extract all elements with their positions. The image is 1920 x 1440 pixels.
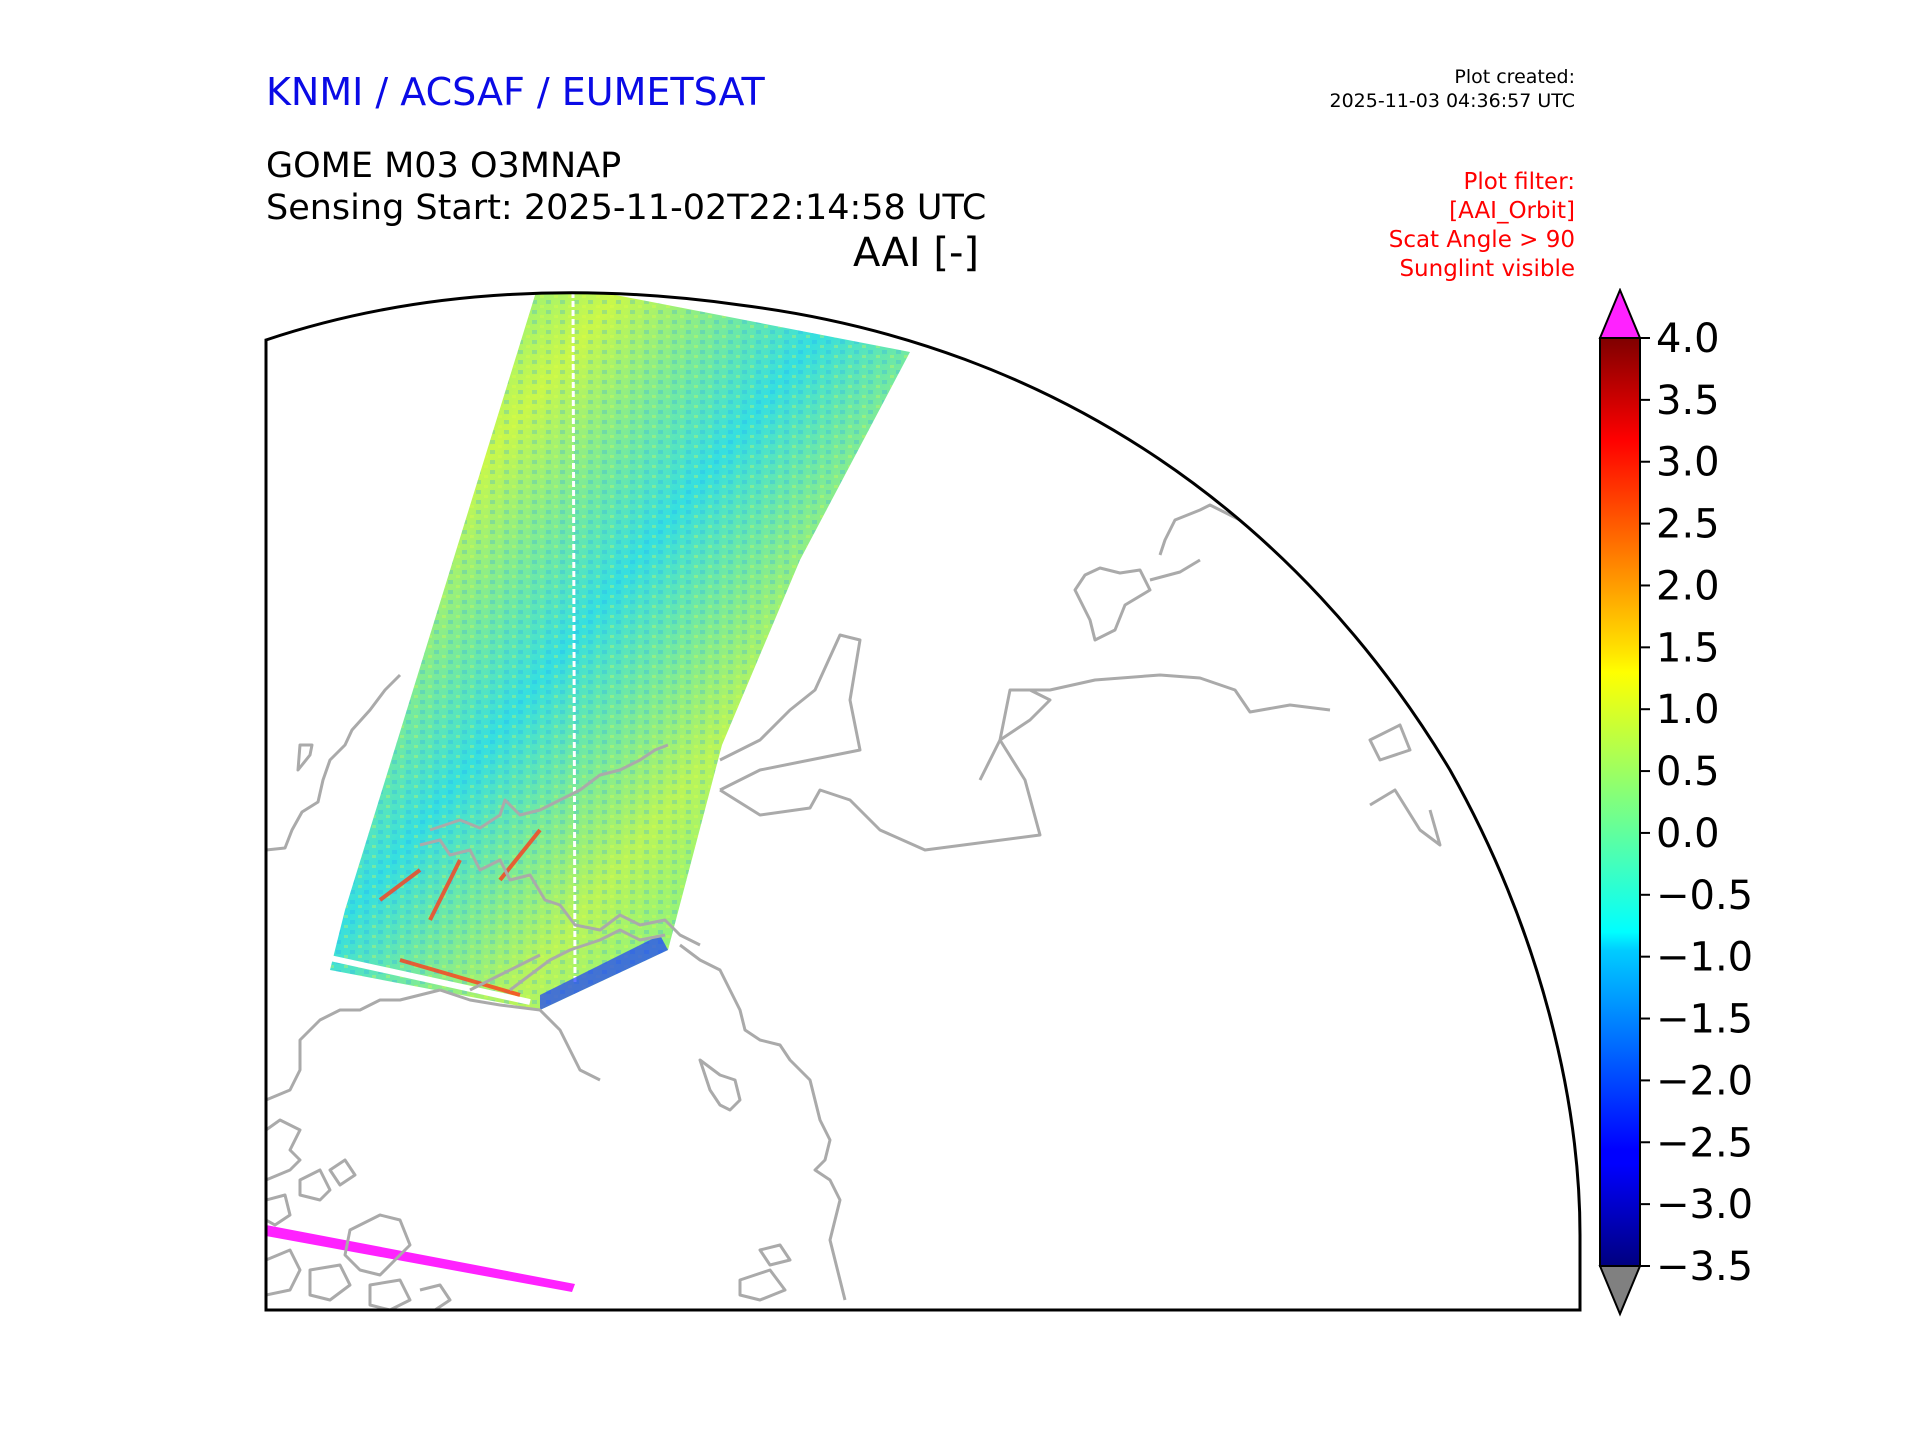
colorbar-tick-label: −1.5 (1656, 997, 1753, 1043)
colorbar-tick-label: 3.0 (1656, 440, 1720, 486)
colorbar-tick-label: 3.5 (1656, 378, 1720, 424)
sensing-start-time: Sensing Start: 2025-11-02T22:14:58 UTC (266, 188, 987, 228)
plot-created-label: Plot created: (1454, 66, 1575, 88)
colorbar-tick-label: 1.5 (1656, 625, 1720, 671)
map-content (266, 292, 1442, 1310)
colorbar-gradient (1599, 337, 1641, 1267)
colorbar: 4.0 3.5 3.0 2.5 2.0 1.5 1.0 0.5 0.0 −0.5 −1.0 −1.5 −… (1598, 288, 1753, 1317)
colorbar-tick-label: −0.5 (1656, 873, 1753, 919)
colorbar-over-extension (1598, 288, 1642, 339)
out-of-range-strip (266, 1225, 575, 1292)
colorbar-tick-label: 4.0 (1656, 316, 1720, 362)
variable-label: AAI [-] (853, 230, 979, 276)
map-frame (264, 291, 1582, 1312)
organization-title: KNMI / ACSAF / EUMETSAT (266, 70, 765, 114)
plot-created-time: 2025-11-03 04:36:57 UTC (1329, 90, 1576, 112)
colorbar-tick-label: 2.5 (1656, 502, 1720, 548)
aai-swath (329, 292, 910, 1010)
colorbar-tick-label: −1.0 (1656, 935, 1753, 981)
colorbar-tick-label: −2.5 (1656, 1120, 1753, 1166)
colorbar-tick-label: −3.0 (1656, 1182, 1753, 1228)
plot-filter-line: [AAI_Orbit] (1449, 198, 1575, 224)
colorbar-tick-label: 2.0 (1656, 563, 1720, 609)
colorbar-tick-label: 0.5 (1656, 749, 1720, 795)
coastlines (266, 503, 1442, 1310)
colorbar-tick-label: −3.5 (1656, 1244, 1753, 1290)
plot-filter-line: Scat Angle > 90 (1388, 227, 1575, 253)
plot-filter-line: Sunglint visible (1399, 256, 1575, 282)
colorbar-tick-label: −2.0 (1656, 1058, 1753, 1104)
colorbar-tick-label: 1.0 (1656, 687, 1720, 733)
product-title: GOME M03 O3MNAP (266, 146, 622, 186)
colorbar-under-extension (1598, 1265, 1642, 1317)
plot-filter-line: Plot filter: (1463, 169, 1575, 195)
colorbar-tick-label: 0.0 (1656, 811, 1720, 857)
